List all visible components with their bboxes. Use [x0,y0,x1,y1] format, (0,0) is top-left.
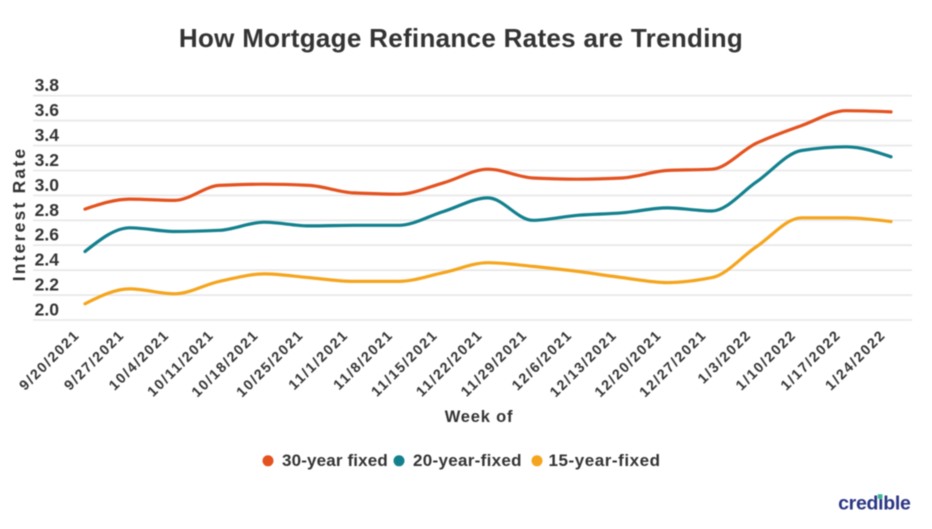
svg-text:20-year-fixed: 20-year-fixed [413,451,522,470]
svg-text:30-year fixed: 30-year fixed [282,451,388,470]
svg-text:credible: credible [838,493,911,515]
svg-text:3.0: 3.0 [35,175,60,195]
svg-text:2.6: 2.6 [35,225,60,245]
svg-text:2.8: 2.8 [35,200,60,220]
svg-text:3.6: 3.6 [35,100,60,120]
svg-text:15-year-fixed: 15-year-fixed [549,451,661,470]
svg-text:Interest Rate: Interest Rate [9,147,29,282]
svg-text:2.0: 2.0 [35,300,60,320]
svg-text:3.2: 3.2 [35,150,60,170]
svg-text:3.4: 3.4 [35,125,60,145]
svg-text:How Mortgage Refinance Rates a: How Mortgage Refinance Rates are Trendin… [179,23,743,53]
svg-text:3.8: 3.8 [35,75,60,95]
svg-text:2.4: 2.4 [35,250,60,270]
svg-text:Week of: Week of [445,408,514,426]
svg-text:2.2: 2.2 [35,275,60,295]
